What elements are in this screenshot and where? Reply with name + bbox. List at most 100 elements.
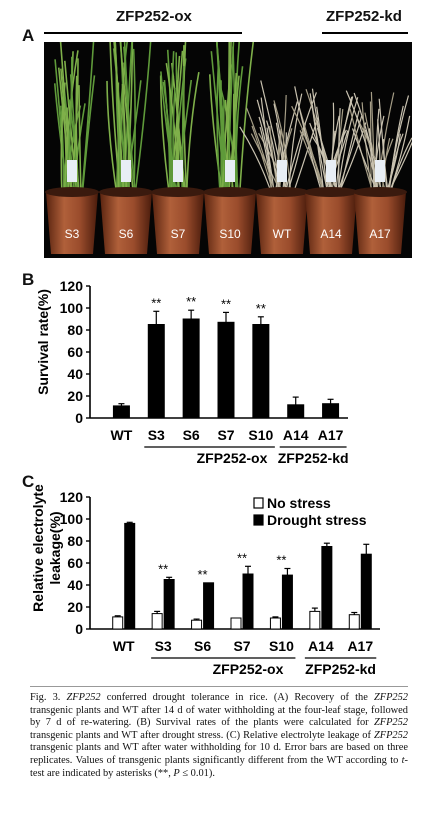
leaf-blade	[174, 79, 193, 201]
significance-marker: **	[198, 567, 208, 582]
flower-pot	[204, 192, 256, 254]
leaf-blade	[231, 73, 238, 201]
panel-b-letter: B	[22, 270, 35, 289]
leaf-blade	[185, 71, 200, 201]
survival-bar	[182, 318, 200, 419]
no-stress-bar	[269, 617, 281, 630]
y-tick-label: 0	[75, 621, 83, 637]
significance-marker: **	[256, 301, 266, 316]
leakage-bars: ** ** ** **	[112, 521, 372, 630]
leaf-blade	[216, 60, 222, 201]
leaf-blade	[234, 66, 244, 201]
no-stress-bar	[191, 619, 203, 630]
caption-gene: ZFP252	[373, 692, 408, 703]
drought-bar	[360, 553, 372, 630]
drought-bar	[124, 522, 136, 630]
x-tick-label: S3	[148, 427, 165, 443]
pot-label: S3	[65, 227, 80, 241]
flower-pot	[305, 192, 357, 254]
leaf-blade	[64, 56, 73, 201]
leaves-layer	[53, 42, 412, 201]
plant-tag	[375, 160, 385, 182]
pot-rim	[353, 187, 407, 197]
y-tick-label: 120	[60, 489, 84, 505]
drought-bar	[203, 582, 215, 630]
caption-text-2: transgenic plants and WT after 14 d of w…	[30, 704, 408, 729]
plant-tag	[67, 160, 77, 182]
pot-label: A17	[369, 227, 391, 241]
x-tick-label: A17	[318, 427, 344, 443]
caption-text-4: transgenic plants and WT after water wit…	[30, 742, 408, 766]
pot-label: S7	[171, 227, 186, 241]
no-stress-bar	[309, 610, 321, 630]
group-label-ox: ZFP252-ox	[213, 661, 284, 677]
x-tick-label: S6	[183, 427, 200, 443]
drought-bar	[281, 574, 293, 630]
pot-label: S6	[119, 227, 134, 241]
y-tick-label: 60	[67, 344, 83, 360]
caption-asterisks: **	[157, 767, 169, 779]
caption-gene: ZFP252	[373, 717, 408, 729]
leaf-blade	[121, 83, 128, 201]
plant-tag	[225, 160, 235, 182]
flower-pot	[152, 192, 204, 254]
flower-pot	[354, 192, 406, 254]
caption-gene: ZFP252	[66, 692, 101, 703]
group-label-ox: ZFP252-ox	[197, 450, 268, 466]
survival-x-tick-labels: WT S3 S6 S7 S10 A14 A17	[111, 427, 344, 443]
caption-fig-label: Fig. 3.	[30, 692, 61, 703]
pot-rim	[203, 187, 257, 197]
plant-tag	[173, 160, 183, 182]
x-tick-label: A14	[308, 638, 334, 654]
leakage-legend: No stress Drought stress	[253, 495, 367, 528]
survival-bar	[287, 404, 305, 419]
pot-label: S10	[219, 227, 241, 241]
significance-marker: **	[151, 295, 161, 310]
y-tick-label: 120	[60, 278, 84, 294]
pot-rim	[45, 187, 99, 197]
caption-text-7: ≤ 0.01).	[179, 767, 215, 779]
legend-drought-label: Drought stress	[267, 512, 367, 528]
x-tick-label: S10	[248, 427, 273, 443]
panel-a-ox-title: ZFP252-ox	[116, 8, 192, 25]
survival-y-ticks: 0 20 40 60 80 100 120	[60, 278, 90, 426]
caption-p: P	[173, 767, 180, 779]
flower-pot	[100, 192, 152, 254]
leaf-blade	[63, 50, 79, 201]
x-tick-label: A14	[283, 427, 309, 443]
significance-marker: **	[221, 296, 231, 311]
survival-bars: ** ** ** **	[112, 294, 340, 419]
leaf-blade	[133, 42, 152, 201]
leaf-blade	[221, 64, 232, 201]
survival-y-axis-label: Survival rate(%)	[35, 289, 51, 395]
x-tick-label: A17	[347, 638, 373, 654]
plant-photo-svg: S3 S6 S7 S10 WT A14 A17	[45, 42, 412, 254]
legend-no-stress-swatch	[253, 497, 264, 509]
y-tick-label: 80	[67, 322, 83, 338]
leakage-y-axis-label-line2: leakage(%)	[47, 511, 63, 584]
significance-marker: **	[158, 561, 168, 576]
caption-text-3: transgenic plants and WT after drought s…	[30, 729, 374, 741]
panel-a-kd-underline	[322, 32, 408, 34]
caption-text-5: -test are indicated by asterisks (	[30, 754, 408, 779]
leaf-blade	[106, 80, 119, 201]
panel-c-letter: C	[22, 472, 35, 491]
caption-text-6: ,	[168, 767, 174, 779]
survival-bar	[147, 324, 165, 419]
x-tick-label: S7	[233, 638, 250, 654]
panel-a-letter: A	[22, 26, 35, 45]
caption-rule	[30, 686, 408, 687]
leaf-blade	[208, 74, 224, 201]
figure-caption: Fig. 3. ZFP252 conferred drought toleran…	[30, 692, 408, 780]
caption-gene: ZFP252	[373, 729, 408, 741]
leaf-blade	[159, 75, 171, 201]
leaf-blade	[181, 66, 185, 201]
panel-a-kd-title: ZFP252-kd	[326, 8, 402, 25]
pot-rim	[151, 187, 205, 197]
survival-group-labels: ZFP252-ox ZFP252-kd	[144, 446, 349, 466]
pot-rim	[99, 187, 153, 197]
x-tick-label: S10	[269, 638, 294, 654]
caption-t-test: t	[401, 754, 405, 766]
legend-drought-swatch	[253, 514, 264, 526]
